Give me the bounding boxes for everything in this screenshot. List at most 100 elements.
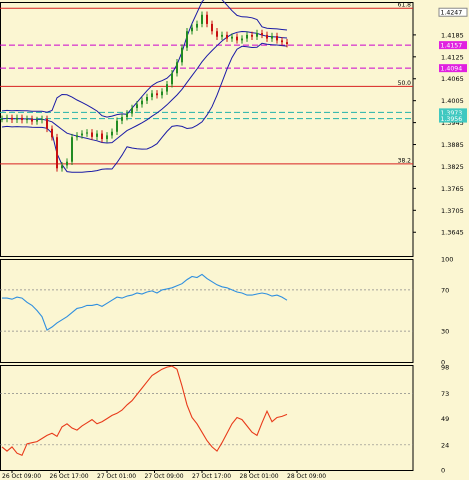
fib-level-label: 38.2 bbox=[398, 157, 412, 164]
candle-body bbox=[66, 161, 68, 166]
x-tick-label: 27 Oct 17:00 bbox=[192, 473, 231, 480]
price-y-tick-label: 1.3765 bbox=[441, 185, 464, 193]
price-y-tick-label: 1.4185 bbox=[441, 31, 464, 39]
candle-body bbox=[256, 33, 258, 37]
candle-body bbox=[206, 14, 208, 24]
stochastic-y-tick-label: 24 bbox=[441, 441, 449, 449]
candle-body bbox=[71, 137, 73, 162]
candle-body bbox=[161, 91, 163, 96]
candle-body bbox=[221, 34, 223, 37]
price-y-tick-label: 1.3705 bbox=[441, 207, 464, 215]
candle-body bbox=[241, 38, 243, 41]
candle-body bbox=[196, 23, 198, 28]
candle-body bbox=[41, 118, 43, 121]
candle-body bbox=[91, 132, 93, 137]
rsi-frame bbox=[0, 259, 414, 363]
candle-body bbox=[106, 135, 108, 140]
candle-body bbox=[251, 34, 253, 37]
fib-level-label: 61.8 bbox=[398, 2, 412, 9]
x-axis: 26 Oct 09:00 26 Oct 17:00 27 Oct 01:00 27 O… bbox=[2, 470, 326, 480]
candle-body bbox=[136, 104, 138, 108]
candle-body bbox=[216, 31, 218, 37]
candle-body bbox=[26, 118, 28, 121]
stochastic-y-tick-label: 98 bbox=[441, 364, 449, 372]
price-level-tag bbox=[439, 108, 467, 117]
rsi-y-tick-label: 0 bbox=[441, 359, 445, 367]
price-level-tag-text: 1.3973 bbox=[441, 110, 463, 117]
candle-body bbox=[1, 118, 3, 120]
candle-body bbox=[76, 135, 78, 138]
price-y-tick-label: 1.3645 bbox=[441, 229, 464, 237]
candle-body bbox=[131, 107, 133, 114]
band-middle-line bbox=[1, 30, 288, 144]
price-level-tag bbox=[438, 7, 468, 17]
rsi-line bbox=[2, 273, 288, 331]
candle-body bbox=[266, 34, 268, 39]
candle-body bbox=[176, 62, 178, 74]
candle-body bbox=[111, 131, 113, 136]
candle-body bbox=[186, 31, 188, 48]
candle-body bbox=[281, 40, 283, 43]
candle-body bbox=[101, 133, 103, 140]
price-y-tick-label: 1.4005 bbox=[441, 97, 464, 105]
band-upper-line bbox=[1, 0, 288, 118]
price-level-tag bbox=[439, 41, 467, 50]
price-y-tick-label: 1.3825 bbox=[441, 163, 464, 171]
candle-body bbox=[246, 34, 248, 39]
stochastic-line bbox=[1, 365, 288, 457]
candle-body bbox=[121, 117, 123, 121]
price-y-tick-label: 1.3885 bbox=[441, 141, 464, 149]
candle-body bbox=[181, 47, 183, 63]
candle-body bbox=[151, 93, 153, 98]
stochastic-y-tick-label: 73 bbox=[441, 390, 449, 398]
candle-body bbox=[11, 117, 13, 120]
candle-body bbox=[126, 113, 128, 118]
price-level-tag-text: 1.4157 bbox=[441, 43, 463, 50]
candle-body bbox=[51, 128, 53, 138]
candle-body bbox=[116, 120, 118, 132]
candle-body bbox=[46, 118, 48, 129]
candle-body bbox=[226, 34, 228, 39]
candle-body bbox=[96, 133, 98, 137]
candle-body bbox=[6, 117, 8, 119]
candle-body bbox=[271, 35, 273, 39]
fib-level-label: 50.0 bbox=[398, 80, 412, 87]
candle-body bbox=[86, 132, 88, 134]
x-tick-label: 28 Oct 01:00 bbox=[240, 473, 279, 480]
stochastic-y-tick-label: 49 bbox=[441, 415, 449, 423]
rsi-panel: 100 70 30 0 bbox=[0, 256, 453, 367]
price-level-tag-text: 1.4247 bbox=[441, 10, 463, 17]
x-tick-label: 27 Oct 01:00 bbox=[97, 473, 136, 480]
x-tick-label: 26 Oct 09:00 bbox=[2, 473, 41, 480]
candle-body bbox=[201, 14, 203, 24]
price-y-tick-label: 1.4125 bbox=[441, 53, 464, 61]
candle-body bbox=[81, 133, 83, 136]
candle-body bbox=[276, 35, 278, 41]
stochastic-frame bbox=[0, 365, 414, 471]
candle-body bbox=[31, 118, 33, 122]
candle-body bbox=[171, 73, 173, 85]
price-frame bbox=[0, 2, 414, 257]
candle-body bbox=[21, 117, 23, 121]
price-level-tag bbox=[439, 64, 467, 73]
candle-body bbox=[156, 93, 158, 96]
stochastic-panel: 98 73 49 24 0 bbox=[0, 364, 449, 475]
candle-body bbox=[211, 23, 213, 32]
x-tick-label: 28 Oct 09:00 bbox=[287, 473, 326, 480]
candle-body bbox=[286, 42, 288, 45]
candle-body bbox=[191, 27, 193, 32]
candle-body bbox=[231, 36, 233, 39]
price-level-tag-text: 1.3956 bbox=[441, 116, 463, 123]
band-lower-line bbox=[1, 42, 288, 173]
price-y-tick-label: 1.4065 bbox=[441, 75, 464, 83]
candle-body bbox=[56, 137, 58, 169]
price-y-tick-label: 1.3945 bbox=[441, 119, 464, 127]
candle-body bbox=[146, 97, 148, 101]
stochastic-y-tick-label: 0 bbox=[441, 467, 445, 475]
rsi-y-tick-label: 30 bbox=[441, 328, 449, 336]
rsi-y-tick-label: 100 bbox=[441, 256, 453, 264]
candle-body bbox=[16, 117, 18, 120]
candle-body bbox=[261, 33, 263, 35]
candle-body bbox=[141, 100, 143, 105]
